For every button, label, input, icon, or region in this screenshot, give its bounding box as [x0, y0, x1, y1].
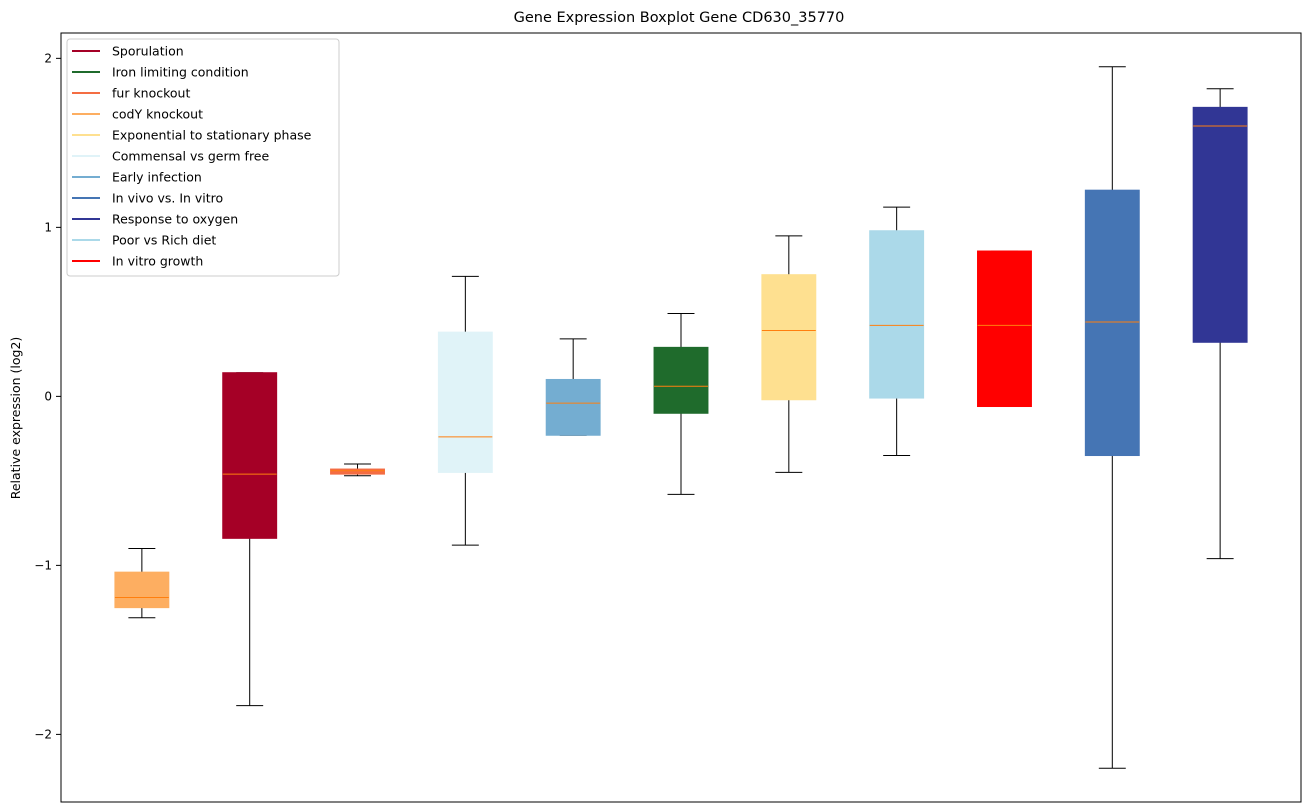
legend-label: fur knockout	[112, 86, 190, 101]
box-3	[330, 463, 385, 477]
box-11	[1192, 88, 1248, 560]
legend-item: Early infection	[72, 170, 202, 185]
legend-item: Sporulation	[72, 44, 184, 59]
legend-label: In vivo vs. In vitro	[112, 191, 223, 206]
legend-item: In vitro growth	[72, 254, 203, 269]
box-body	[761, 274, 817, 401]
box-8	[869, 206, 925, 457]
box-7	[761, 235, 817, 473]
y-tick-label: −1	[34, 558, 52, 572]
box-5	[545, 338, 601, 436]
box-body	[977, 250, 1032, 408]
box-1	[114, 547, 170, 619]
legend-item: Commensal vs germ free	[72, 149, 269, 164]
legend-label: codY knockout	[112, 107, 203, 122]
legend-label: Sporulation	[112, 44, 184, 59]
legend-label: Poor vs Rich diet	[112, 233, 216, 248]
box-6	[653, 313, 709, 495]
box-body	[330, 468, 385, 475]
legend-item: In vivo vs. In vitro	[72, 191, 223, 206]
legend-label: Response to oxygen	[112, 212, 238, 227]
box-4	[437, 275, 493, 546]
legend-label: Iron limiting condition	[112, 65, 249, 80]
box-body	[437, 331, 493, 473]
plot-area: −2 −1 0 1 2	[34, 51, 1248, 769]
box-body	[114, 571, 170, 609]
box-2	[222, 372, 278, 707]
legend-label: Exponential to stationary phase	[112, 128, 312, 143]
legend-label: In vitro growth	[112, 254, 203, 269]
box-body	[545, 378, 601, 436]
box-9	[977, 250, 1032, 408]
y-tick-label: 1	[44, 220, 52, 234]
legend-label: Early infection	[112, 170, 202, 185]
box-10	[1084, 66, 1140, 769]
legend-frame	[66, 38, 340, 277]
box-body	[869, 230, 925, 399]
legend-item: Exponential to stationary phase	[72, 128, 312, 143]
legend: Sporulation Iron limiting condition fur kn…	[66, 38, 340, 277]
legend-item: Iron limiting condition	[72, 65, 249, 80]
y-tick-label: 2	[44, 51, 52, 65]
box-body	[1084, 189, 1140, 457]
plot-frame	[60, 32, 1302, 803]
box-body	[653, 346, 709, 414]
box-body	[1192, 106, 1248, 343]
legend-label: Commensal vs germ free	[112, 149, 269, 164]
y-tick-label: 0	[44, 389, 52, 403]
legend-item: codY knockout	[72, 107, 203, 122]
y-axis-label: Relative expression (log2)	[8, 337, 23, 500]
box-body	[222, 372, 278, 539]
legend-item: Poor vs Rich diet	[72, 233, 216, 248]
chart-title: Gene Expression Boxplot Gene CD630_35770	[514, 10, 845, 26]
y-tick-label: −2	[34, 727, 52, 741]
legend-item: fur knockout	[72, 86, 190, 101]
legend-item: Response to oxygen	[72, 212, 238, 227]
